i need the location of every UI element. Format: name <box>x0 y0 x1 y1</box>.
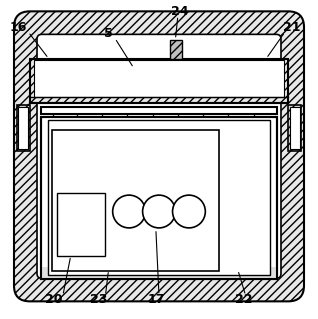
Bar <box>149 120 156 125</box>
Bar <box>124 120 131 125</box>
Circle shape <box>113 195 145 228</box>
FancyBboxPatch shape <box>14 11 304 301</box>
Text: 20: 20 <box>45 293 62 306</box>
Bar <box>41 267 277 279</box>
Bar <box>73 120 80 125</box>
Circle shape <box>173 195 205 228</box>
Bar <box>41 117 277 279</box>
Text: 23: 23 <box>90 293 108 306</box>
Text: 22: 22 <box>235 293 253 306</box>
FancyBboxPatch shape <box>37 34 281 278</box>
Bar <box>18 107 29 149</box>
Bar <box>250 120 257 125</box>
Bar <box>30 59 288 103</box>
Text: 5: 5 <box>104 27 113 40</box>
Text: 17: 17 <box>147 293 165 306</box>
Bar <box>17 105 30 151</box>
Bar <box>289 107 300 149</box>
Bar <box>225 120 232 125</box>
Bar <box>50 120 57 125</box>
Text: 21: 21 <box>283 21 300 33</box>
Bar <box>34 60 284 97</box>
Bar <box>57 193 105 256</box>
Bar <box>41 108 277 114</box>
Bar <box>288 105 301 151</box>
Bar <box>52 130 219 271</box>
Bar <box>170 40 182 59</box>
Bar <box>41 117 277 279</box>
Bar <box>200 120 207 125</box>
Text: 16: 16 <box>10 21 27 33</box>
Bar <box>48 120 270 275</box>
Bar <box>99 120 106 125</box>
Bar <box>175 120 181 125</box>
Text: 24: 24 <box>171 5 188 18</box>
Circle shape <box>142 195 176 228</box>
